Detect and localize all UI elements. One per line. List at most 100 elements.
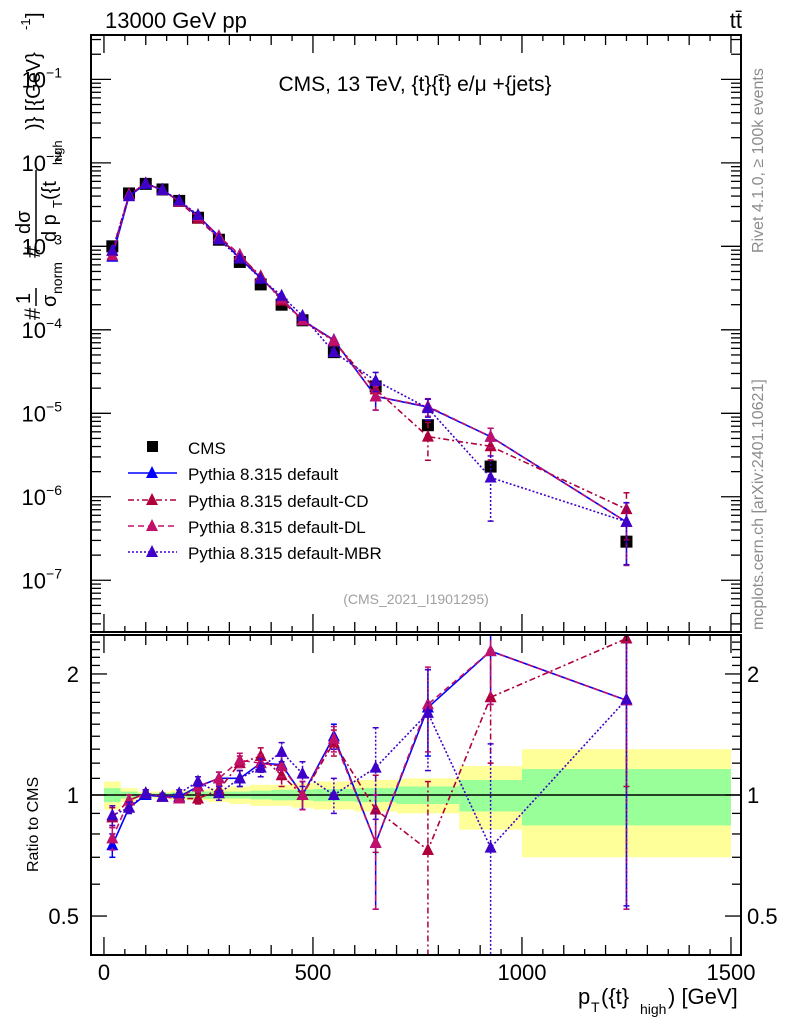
main-point-marker xyxy=(421,429,434,442)
main-point-marker xyxy=(369,389,382,402)
legend-item: CMS xyxy=(147,439,226,458)
ratio-y-tick-label: 2 xyxy=(67,662,79,687)
main-series-line xyxy=(111,182,627,523)
ratio-point-marker xyxy=(484,644,497,657)
ratio-point-marker xyxy=(369,760,382,773)
main-point-marker xyxy=(275,288,288,301)
y-label-T: T xyxy=(50,200,65,208)
main-y-tick-label: 10−5 xyxy=(22,398,63,426)
ratio-y-axis-label: Ratio to CMS xyxy=(25,777,42,872)
y-label-sigma: σ xyxy=(39,294,61,307)
main-point-marker xyxy=(327,333,340,346)
legend-marker-triangle xyxy=(146,493,158,505)
ratio-point-marker xyxy=(123,800,136,813)
ratio-point-marker xyxy=(212,786,225,799)
y-label-hash2: # xyxy=(20,245,45,258)
legend-label: Pythia 8.315 default xyxy=(188,465,339,484)
ratio-point-marker xyxy=(275,759,288,772)
ratio-point-marker xyxy=(620,692,633,705)
main-point-marker xyxy=(212,232,225,245)
y-label-exp: -1 xyxy=(18,18,33,30)
y-label-close: )} [{GeV} xyxy=(23,52,45,130)
cms-data-point xyxy=(484,460,497,473)
ratio-point-marker xyxy=(106,831,119,844)
ratio-point-marker xyxy=(296,766,309,779)
x-label-unit: ) [GeV] xyxy=(668,984,738,1009)
ratio-point-marker xyxy=(139,786,152,799)
x-label-T: T xyxy=(591,999,600,1015)
main-y-tick-label: 10−3 xyxy=(22,231,63,259)
header-left-label: 13000 GeV pp xyxy=(105,8,247,33)
main-point-marker xyxy=(620,514,633,527)
cms-data-series xyxy=(106,177,633,548)
x-tick-label: 500 xyxy=(295,960,332,985)
ratio-point-marker xyxy=(484,840,497,853)
y-label-hash: # xyxy=(20,307,45,320)
y-label-norm: norm xyxy=(49,262,65,294)
main-y-axis-label: # 1 σ norm # dσ d p T ({t high )} [{GeV}… xyxy=(13,12,65,320)
y-label-dpt: d p xyxy=(39,214,61,242)
ratio-point-marker xyxy=(421,705,434,718)
ratio-y-tick-label-right: 2 xyxy=(747,662,759,687)
x-axis-label: p T ({t} high ) [GeV] xyxy=(578,984,738,1017)
y-label-end: ] xyxy=(23,12,45,18)
main-point-marker xyxy=(192,207,205,220)
main-y-tick-label: 10−7 xyxy=(22,565,63,593)
x-tick-label: 1500 xyxy=(706,960,755,985)
legend-item: Pythia 8.315 default xyxy=(128,465,339,484)
legend-label: CMS xyxy=(188,439,226,458)
legend-item: Pythia 8.315 default-MBR xyxy=(128,544,382,563)
main-point-marker xyxy=(139,176,152,189)
legend-label: Pythia 8.315 default-MBR xyxy=(188,544,382,563)
legend-label: Pythia 8.315 default-DL xyxy=(188,518,366,537)
legend-item: Pythia 8.315 default-CD xyxy=(128,492,369,511)
rivet-version-label: Rivet 4.1.0, ≥ 100k events xyxy=(750,68,767,253)
y-label-high: high xyxy=(50,140,65,165)
ratio-point-marker xyxy=(106,838,119,851)
main-series-4 xyxy=(106,176,633,566)
ratio-point-marker xyxy=(233,753,246,766)
ratio-point-marker xyxy=(233,771,246,784)
main-point-marker xyxy=(369,373,382,386)
main-point-marker xyxy=(421,401,434,414)
ratio-point-marker xyxy=(106,808,119,821)
main-point-marker xyxy=(123,189,136,202)
ratio-point-marker xyxy=(212,771,225,784)
header-right-label: tt̄ xyxy=(730,8,742,33)
ratio-point-marker xyxy=(296,788,309,800)
main-series-line xyxy=(111,182,627,523)
ratio-point-marker xyxy=(275,744,288,757)
ratio-y-tick-label-right: 1 xyxy=(747,783,759,808)
main-point-marker xyxy=(173,193,186,206)
x-tick-label: 1000 xyxy=(497,960,546,985)
main-y-tick-label: 10−6 xyxy=(22,482,63,510)
ratio-y-tick-label-right: 0.5 xyxy=(747,904,778,929)
ratio-series-3 xyxy=(106,635,633,955)
ratio-point-marker xyxy=(192,791,205,804)
main-point-marker xyxy=(484,429,497,442)
ratio-point-marker xyxy=(327,731,340,744)
ratio-point-marker xyxy=(254,760,267,773)
ratio-point-marker xyxy=(192,774,205,787)
main-point-marker xyxy=(254,271,267,284)
ratio-plot-area xyxy=(91,635,741,955)
ratio-point-marker xyxy=(327,788,340,800)
main-series-3 xyxy=(106,176,633,567)
chart-title: CMS, 13 TeV, {t}{t̄} e/μ +{jets} xyxy=(278,73,551,96)
y-label-one: 1 xyxy=(13,293,35,304)
x-tick-label: 0 xyxy=(98,960,110,985)
main-series-1 xyxy=(106,176,633,567)
analysis-tag: (CMS_2021_I1901295) xyxy=(343,591,489,607)
ratio-point-marker xyxy=(369,835,382,848)
ratio-point-marker xyxy=(421,842,434,855)
ratio-series-line xyxy=(111,650,627,846)
main-point-marker xyxy=(233,251,246,264)
main-point-marker xyxy=(327,345,340,358)
ratio-series-2 xyxy=(106,635,633,910)
ratio-series-line xyxy=(111,698,628,850)
legend-marker-square xyxy=(147,441,158,452)
ratio-point-marker xyxy=(156,789,169,802)
x-label-p: p xyxy=(578,984,590,1009)
